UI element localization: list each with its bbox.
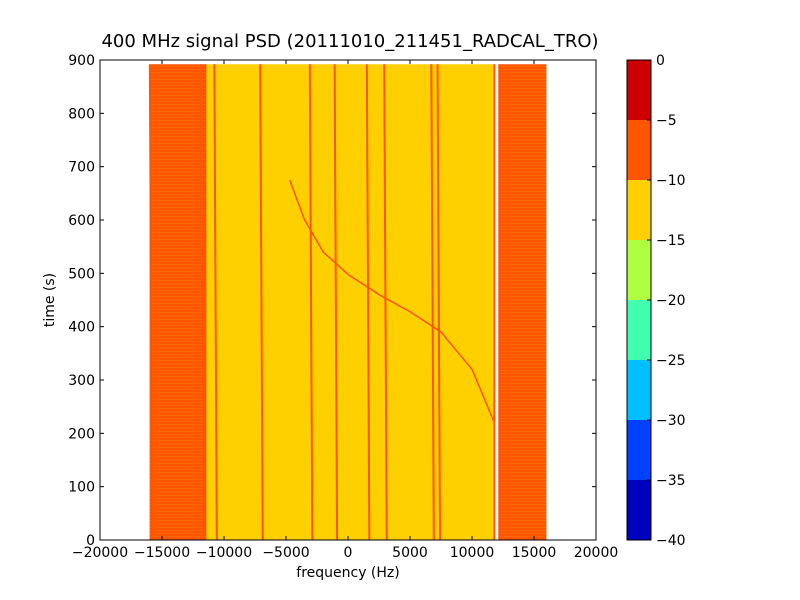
x-tick-label: 0 xyxy=(344,545,353,561)
colorbar-tick-label: −15 xyxy=(656,233,686,249)
chart-title: 400 MHz signal PSD (20111010_211451_RADC… xyxy=(101,31,598,52)
colorbar-segment-3 xyxy=(627,300,651,360)
y-tick-label: 700 xyxy=(68,160,95,176)
y-tick-label: 500 xyxy=(68,266,95,282)
x-tick-label: −5000 xyxy=(262,545,309,561)
sweep-trace xyxy=(289,179,496,423)
heatmap-band-2 xyxy=(499,64,547,540)
colorbar-tick-label: −5 xyxy=(656,113,677,129)
y-tick-label: 0 xyxy=(86,533,95,549)
x-tick-label: −20000 xyxy=(72,545,128,561)
tone-line-1 xyxy=(199,64,205,540)
tone-line-0 xyxy=(148,64,154,540)
colorbar-tick-label: 0 xyxy=(656,53,665,69)
colorbar-tick-label: −10 xyxy=(656,173,686,189)
x-axis-label: frequency (Hz) xyxy=(296,565,399,581)
x-tick-label: 20000 xyxy=(574,545,619,561)
colorbar-segment-2 xyxy=(627,360,651,420)
y-tick-label: 200 xyxy=(68,426,95,442)
tone-line-8 xyxy=(430,64,435,540)
colorbar-tick-label: −40 xyxy=(656,533,686,549)
heatmap-area xyxy=(148,64,547,540)
x-tick-label: 15000 xyxy=(512,545,557,561)
colorbar-tick-label: −35 xyxy=(656,473,686,489)
colorbar-tick-label: −25 xyxy=(656,353,686,369)
x-axis-ticks: −20000 −15000 −10000 −5000 0 5000 10000 15000 20… xyxy=(72,60,618,561)
tone-line-3 xyxy=(259,64,264,540)
tone-line-2 xyxy=(213,64,218,540)
x-tick-label: 5000 xyxy=(392,545,428,561)
y-axis-ticks: 0 100 200 300 400 500 600 700 800 900 xyxy=(68,53,596,549)
colorbar-segment-0 xyxy=(627,480,651,540)
x-tick-label: 10000 xyxy=(450,545,495,561)
colorbar-segment-5 xyxy=(627,180,651,240)
heatmap-band-1 xyxy=(205,64,495,540)
x-tick-label: −10000 xyxy=(196,545,252,561)
y-tick-label: 600 xyxy=(68,213,95,229)
tone-line-6 xyxy=(365,64,371,540)
y-tick-label: 800 xyxy=(68,106,95,122)
colorbar-segment-1 xyxy=(627,420,651,480)
y-tick-label: 400 xyxy=(68,320,95,336)
colorbar-segment-6 xyxy=(627,120,651,180)
heatmap-band-0 xyxy=(149,64,206,540)
tone-line-7 xyxy=(383,64,388,540)
colorbar-segment-4 xyxy=(627,240,651,300)
y-tick-label: 900 xyxy=(68,53,95,69)
colorbar-segment-7 xyxy=(627,60,651,120)
tone-line-4 xyxy=(308,64,314,540)
colorbar-tick-label: −20 xyxy=(656,293,686,309)
y-tick-label: 300 xyxy=(68,373,95,389)
x-tick-label: −15000 xyxy=(134,545,190,561)
tone-line-9 xyxy=(436,64,442,540)
y-tick-label: 100 xyxy=(68,480,95,496)
colorbar-tick-label: −30 xyxy=(656,413,686,429)
tone-line-5 xyxy=(333,64,339,540)
colorbar-ticks: 0 −5 −10 −15 −20 −25 −30 −35 −40 xyxy=(647,53,686,549)
y-axis-label: time (s) xyxy=(42,273,58,327)
